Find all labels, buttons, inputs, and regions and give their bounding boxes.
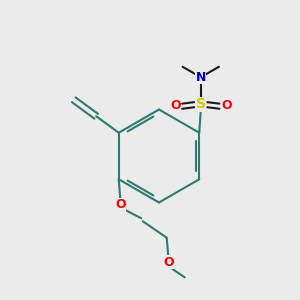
Text: N: N [196, 71, 206, 84]
Text: O: O [170, 99, 181, 112]
Text: S: S [196, 97, 206, 111]
Text: O: O [163, 256, 173, 269]
Text: O: O [221, 99, 232, 112]
Text: O: O [115, 198, 125, 211]
